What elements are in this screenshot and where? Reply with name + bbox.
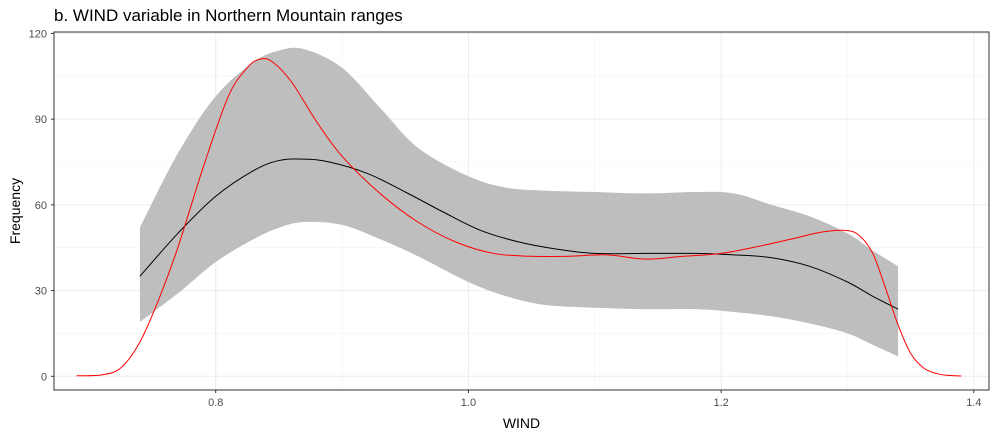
x-tick-label: 1.0 bbox=[461, 397, 476, 409]
y-tick-label: 60 bbox=[35, 200, 47, 212]
x-tick-label: 0.8 bbox=[208, 397, 223, 409]
x-tick-label: 1.4 bbox=[966, 397, 981, 409]
y-tick-label: 30 bbox=[35, 286, 47, 298]
y-tick-label: 120 bbox=[29, 28, 47, 40]
y-tick-label: 90 bbox=[35, 114, 47, 126]
x-axis-title: WIND bbox=[503, 415, 540, 431]
y-axis-title: Frequency bbox=[7, 178, 23, 244]
panel-border bbox=[53, 31, 990, 391]
plot-data bbox=[76, 47, 962, 377]
confidence-band bbox=[139, 47, 899, 357]
density-line bbox=[76, 58, 962, 377]
smooth-fit-line bbox=[139, 158, 899, 310]
axes: 0.8 1.0 1.2 1.4 0 30 60 90 120 bbox=[29, 28, 982, 409]
x-tick-label: 1.2 bbox=[713, 397, 728, 409]
y-tick-label: 0 bbox=[41, 371, 47, 383]
chart-title: b. WIND variable in Northern Mountain ra… bbox=[54, 6, 403, 25]
